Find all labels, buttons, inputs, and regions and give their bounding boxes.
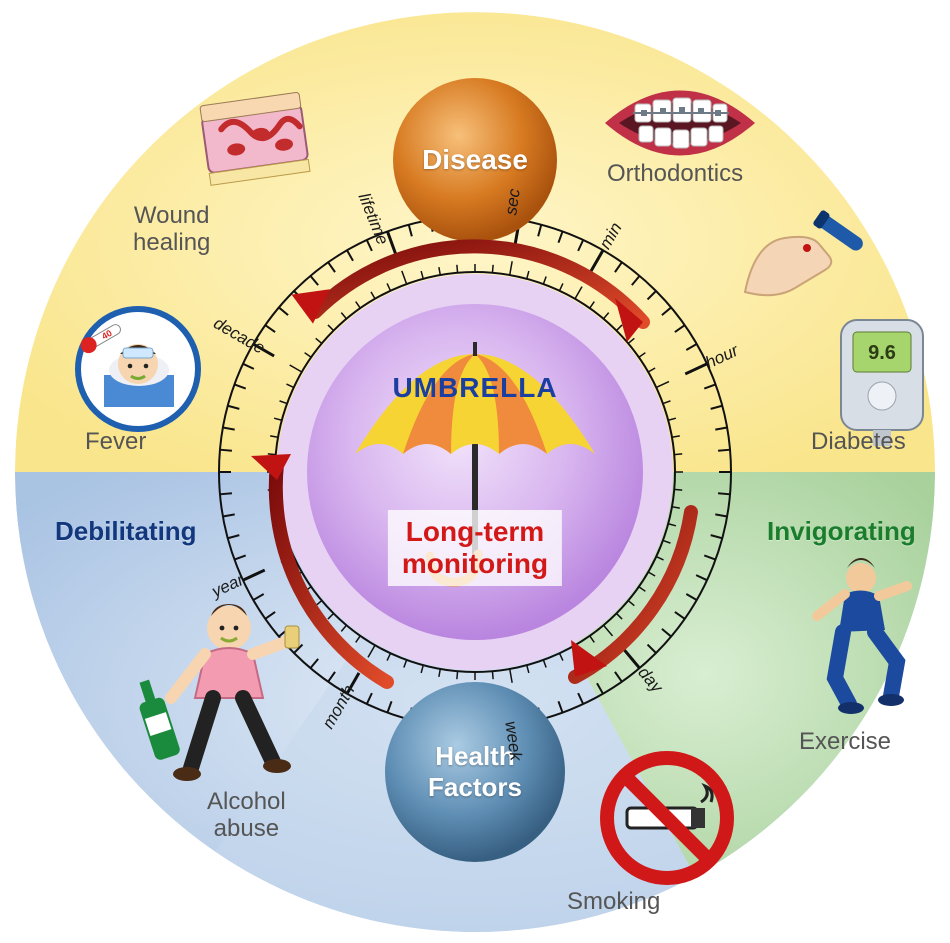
center-subtitle-l2: monitoring xyxy=(402,548,548,579)
fever-label: Fever xyxy=(85,428,146,456)
exercise-label: Exercise xyxy=(799,728,891,756)
alcohol-label: Alcohol abuse xyxy=(207,788,286,843)
fever-illus: 40 xyxy=(73,304,203,434)
orthodontics-label: Orthodontics xyxy=(607,160,743,188)
smoking-label: Smoking xyxy=(567,888,660,916)
invigorating-label: Invigorating xyxy=(767,516,916,547)
wound-healing-label: Wound healing xyxy=(133,202,210,257)
bloodsample-illus xyxy=(735,192,885,312)
diabetes-label: Diabetes xyxy=(811,428,906,456)
center-title: UMBRELLA xyxy=(392,372,557,404)
debilitating-label: Debilitating xyxy=(55,516,197,547)
dial-tick-sec: sec xyxy=(501,188,524,217)
wound-healing-illus xyxy=(195,84,325,194)
disease-sphere-label: Disease xyxy=(422,144,528,176)
meter-reading: 9.6 xyxy=(868,342,896,364)
runner-illus xyxy=(785,552,925,732)
center-subtitle: Long-term monitoring xyxy=(388,510,562,586)
no-smoking-illus xyxy=(597,748,737,888)
center-subtitle-l1: Long-term xyxy=(406,516,544,547)
alcohol-illus xyxy=(125,584,315,794)
diagram-stage: 9.6 40 xyxy=(15,12,935,932)
